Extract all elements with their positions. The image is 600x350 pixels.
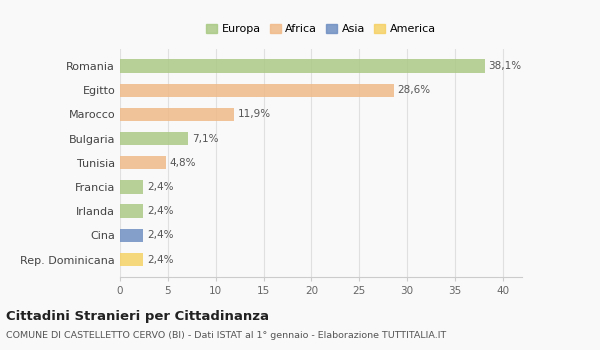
Legend: Europa, Africa, Asia, America: Europa, Africa, Asia, America [202,20,440,39]
Bar [120,132,188,145]
Text: 2,4%: 2,4% [147,182,173,192]
Text: 2,4%: 2,4% [147,206,173,216]
Text: 11,9%: 11,9% [238,109,271,119]
Bar [120,253,143,266]
Text: Cittadini Stranieri per Cittadinanza: Cittadini Stranieri per Cittadinanza [6,310,269,323]
Text: 28,6%: 28,6% [398,85,431,95]
Text: 2,4%: 2,4% [147,254,173,265]
Bar [120,108,234,121]
Bar [120,180,143,194]
Text: 38,1%: 38,1% [488,61,521,71]
Bar [120,204,143,218]
Text: COMUNE DI CASTELLETTO CERVO (BI) - Dati ISTAT al 1° gennaio - Elaborazione TUTTI: COMUNE DI CASTELLETTO CERVO (BI) - Dati … [6,331,446,340]
Text: 4,8%: 4,8% [170,158,196,168]
Bar [120,60,485,73]
Bar [120,229,143,242]
Bar [120,156,166,169]
Bar [120,84,394,97]
Text: 2,4%: 2,4% [147,230,173,240]
Text: 7,1%: 7,1% [192,134,218,143]
